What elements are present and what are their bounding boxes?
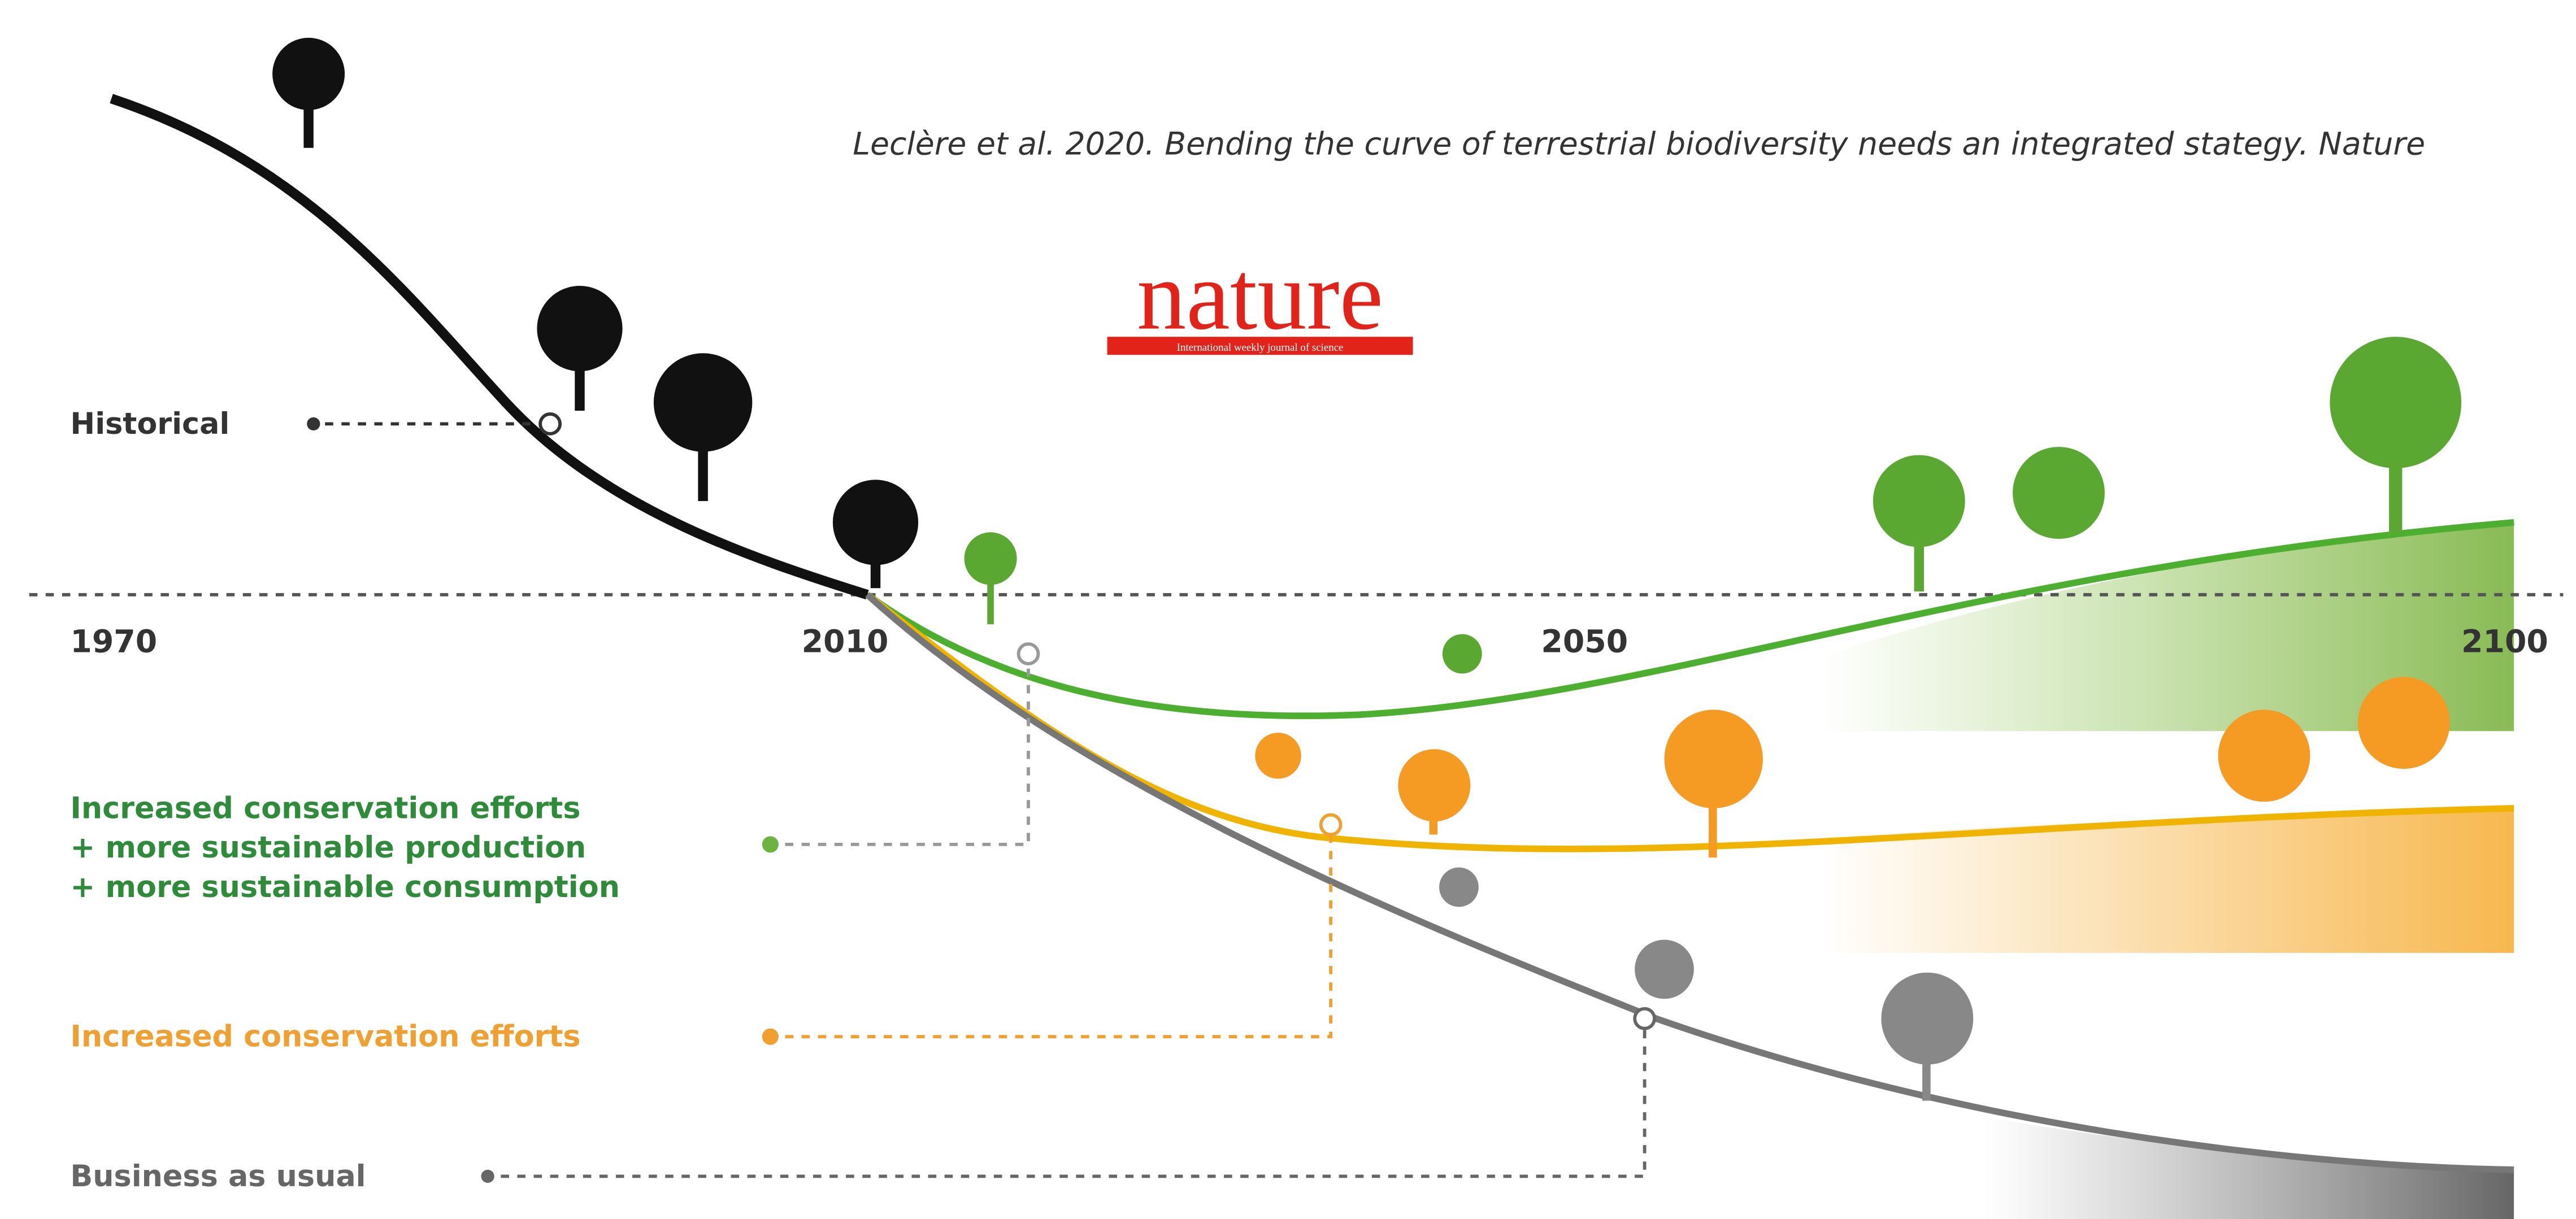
year-label: 2010 — [802, 624, 889, 660]
leader-point — [1635, 1009, 1654, 1029]
leader-line — [785, 834, 1331, 1037]
logo-tagline: International weekly journal of science — [1177, 342, 1344, 354]
historical-curve — [111, 99, 867, 595]
leader-point — [540, 414, 560, 434]
leader-line — [501, 1029, 1644, 1177]
leader-point — [1019, 644, 1039, 664]
scenario-label: Historical — [70, 407, 229, 441]
scenario-label: Business as usual — [70, 1159, 366, 1194]
scenario-label: + more sustainable consumption — [70, 870, 620, 904]
leader-dot — [762, 1029, 779, 1045]
infographic: Leclère et al. 2020. Bending the curve o… — [0, 0, 2576, 1219]
leader-dot — [481, 1170, 494, 1183]
leader-dot — [307, 417, 320, 430]
scenario-label: Increased conservation efforts — [70, 1020, 580, 1054]
logo-name: nature — [1137, 241, 1383, 350]
year-label: 1970 — [70, 624, 157, 660]
orange-area — [1821, 808, 2514, 953]
scenario-label: + more sustainable production — [70, 830, 586, 865]
leader-dot — [762, 836, 779, 852]
year-label: 2050 — [1541, 624, 1628, 660]
scenario-label: Increased conservation efforts — [70, 791, 580, 825]
citation: Leclère et al. 2020. Bending the curve o… — [853, 126, 2425, 162]
year-label: 2100 — [2461, 624, 2548, 660]
leader-point — [1321, 815, 1341, 835]
